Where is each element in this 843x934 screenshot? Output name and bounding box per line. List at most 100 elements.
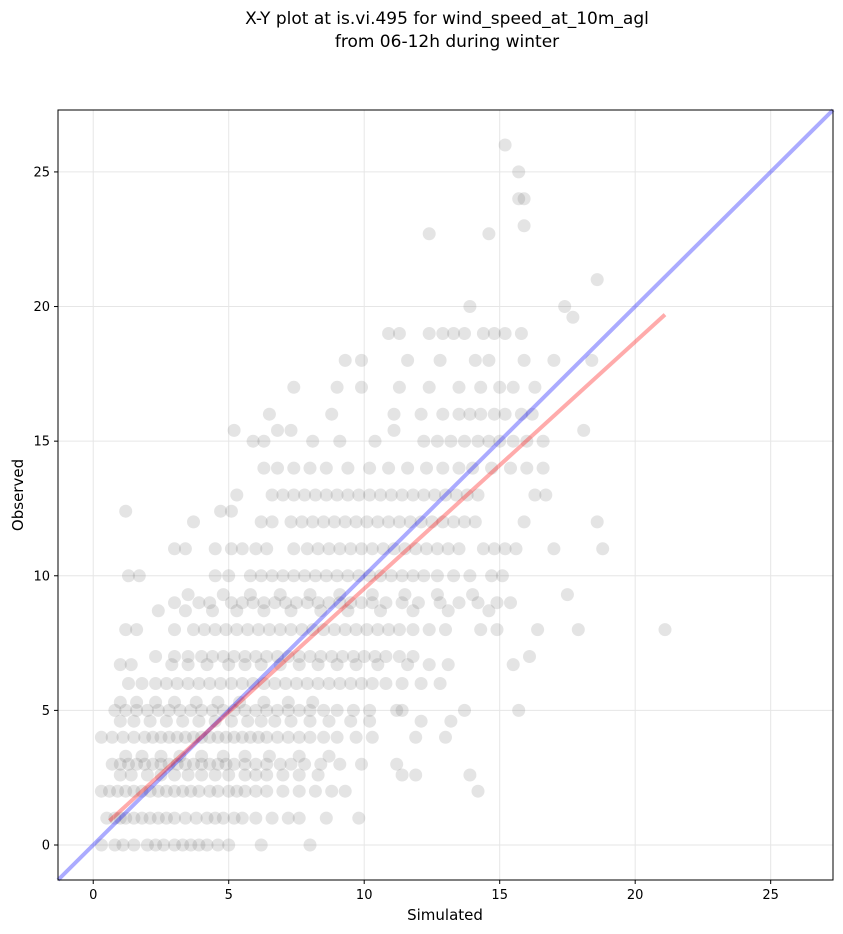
data-point (238, 784, 252, 798)
data-point (406, 623, 420, 637)
data-point (262, 623, 276, 637)
data-point (414, 515, 428, 529)
data-point (422, 327, 436, 340)
data-point (466, 461, 480, 475)
data-point (344, 596, 358, 610)
data-point (241, 623, 255, 637)
data-point (184, 703, 198, 717)
data-point (517, 515, 531, 529)
data-point (382, 515, 396, 529)
data-point (292, 749, 306, 763)
data-point (287, 380, 301, 394)
data-point (349, 623, 363, 637)
data-point (468, 515, 482, 529)
data-point (349, 515, 363, 529)
data-point (154, 757, 168, 771)
data-point (127, 730, 141, 744)
data-point (306, 623, 320, 637)
x-tick-label: 10 (356, 888, 373, 903)
data-point (327, 515, 341, 529)
data-point (140, 838, 154, 852)
data-point (319, 569, 333, 583)
data-point (458, 515, 471, 529)
data-point (392, 623, 406, 637)
data-point (127, 714, 141, 728)
data-point (192, 596, 206, 610)
data-point (260, 784, 274, 798)
data-point (260, 730, 274, 744)
data-point (219, 730, 233, 744)
data-point (284, 757, 298, 771)
data-point (333, 677, 347, 690)
data-point (452, 380, 466, 394)
data-point (284, 623, 298, 637)
data-point (265, 811, 279, 825)
data-point (374, 488, 387, 502)
data-point (319, 461, 333, 475)
data-point (498, 542, 512, 556)
data-point (382, 327, 396, 340)
data-point (292, 768, 306, 782)
data-point (333, 596, 347, 610)
data-point (281, 695, 295, 709)
data-point (463, 407, 477, 421)
data-point (319, 488, 333, 502)
data-point (577, 423, 591, 437)
data-point (249, 703, 263, 717)
data-point (276, 569, 290, 583)
data-point (514, 407, 528, 421)
data-point (428, 488, 442, 502)
data-point (235, 596, 249, 610)
data-point (151, 784, 165, 798)
data-point (441, 658, 455, 672)
data-point (249, 650, 263, 663)
data-point (127, 811, 141, 825)
data-point (271, 650, 284, 663)
data-point (363, 569, 377, 583)
data-point (317, 623, 331, 637)
data-point (189, 811, 203, 825)
data-point (292, 784, 306, 798)
data-point (184, 784, 198, 798)
data-point (135, 749, 149, 763)
data-point (357, 650, 371, 663)
data-point (395, 703, 409, 717)
data-point (317, 730, 331, 744)
data-point (433, 353, 447, 367)
data-point (311, 677, 325, 690)
data-point (211, 695, 225, 709)
data-point (514, 327, 528, 340)
data-point (273, 658, 287, 672)
data-point (178, 757, 192, 771)
grid-lines (58, 110, 833, 880)
data-point (512, 703, 526, 717)
data-point (444, 434, 458, 448)
data-point (474, 623, 488, 637)
data-point (571, 623, 585, 637)
data-point (257, 461, 271, 475)
data-point (168, 623, 181, 637)
data-point (254, 569, 268, 583)
data-point (94, 838, 108, 852)
data-point (395, 569, 409, 583)
data-point (298, 488, 312, 502)
data-point (230, 623, 244, 637)
data-point (276, 768, 290, 782)
data-point (398, 542, 412, 556)
data-point (168, 784, 181, 798)
data-point (449, 488, 463, 502)
data-point (585, 353, 599, 367)
data-point (195, 768, 209, 782)
data-point (181, 588, 195, 602)
data-point (536, 461, 550, 475)
chart-title-line1: X-Y plot at is.vi.495 for wind_speed_at_… (245, 9, 649, 29)
data-point (168, 650, 181, 663)
data-point (195, 650, 209, 663)
data-point (333, 434, 347, 448)
data-point (224, 677, 238, 690)
data-point (235, 677, 249, 690)
data-point (200, 838, 214, 852)
data-point (365, 588, 379, 602)
data-point (252, 623, 265, 637)
